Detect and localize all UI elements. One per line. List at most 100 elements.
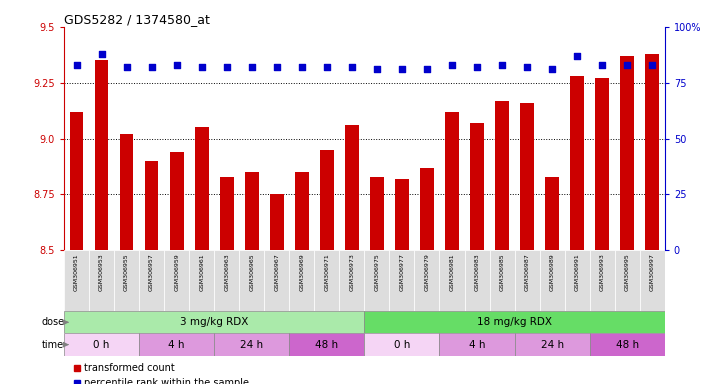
Bar [214,250,239,311]
Bar [170,152,183,250]
Bar [570,76,584,250]
Point [496,62,508,68]
Point [422,66,433,73]
Text: GSM306967: GSM306967 [274,253,279,291]
Text: 48 h: 48 h [315,339,338,349]
Point [321,64,333,70]
Legend: transformed count, percentile rank within the sample: transformed count, percentile rank withi… [69,359,253,384]
Bar [365,333,439,356]
Bar [365,250,390,311]
Point [396,66,407,73]
Text: GSM306993: GSM306993 [599,253,604,291]
Bar [464,250,490,311]
Text: 18 mg/kg RDX: 18 mg/kg RDX [477,317,552,327]
Bar [114,250,139,311]
Bar [264,250,289,311]
Text: GSM306979: GSM306979 [424,253,429,291]
Bar [540,250,565,311]
Text: GSM306965: GSM306965 [250,253,255,291]
Bar [320,150,333,250]
Point [296,64,307,70]
Text: 4 h: 4 h [169,339,185,349]
Text: GSM306977: GSM306977 [400,253,405,291]
Bar [295,172,309,250]
Text: GDS5282 / 1374580_at: GDS5282 / 1374580_at [64,13,210,26]
Bar [390,250,415,311]
Bar [589,333,665,356]
Bar [64,333,139,356]
Bar [245,172,259,250]
Text: 48 h: 48 h [616,339,638,349]
Bar [345,125,359,250]
Text: time: time [42,339,64,349]
Text: GSM306951: GSM306951 [74,253,79,291]
Text: GSM306983: GSM306983 [474,253,479,291]
Point [221,64,232,70]
Text: GSM306959: GSM306959 [174,253,179,291]
Text: 24 h: 24 h [240,339,263,349]
Bar [289,333,365,356]
Text: GSM306991: GSM306991 [574,253,579,291]
Bar [646,54,659,250]
Bar [621,56,634,250]
Bar [139,250,164,311]
Bar [520,103,534,250]
Point [346,64,358,70]
Text: 4 h: 4 h [469,339,486,349]
Bar [589,250,615,311]
Point [271,64,282,70]
Text: 0 h: 0 h [93,339,109,349]
Text: GSM306955: GSM306955 [124,253,129,291]
Text: GSM306989: GSM306989 [550,253,555,291]
Text: GSM306985: GSM306985 [500,253,505,291]
Text: 3 mg/kg RDX: 3 mg/kg RDX [180,317,248,327]
Bar [239,250,264,311]
Bar [365,311,665,333]
Bar [439,333,515,356]
Point [171,62,182,68]
Text: GSM306981: GSM306981 [449,253,454,291]
Point [572,53,583,59]
Text: GSM306997: GSM306997 [650,253,655,291]
Point [121,64,132,70]
Bar [289,250,314,311]
Bar [139,333,214,356]
Bar [189,250,214,311]
Bar [270,194,284,250]
Text: GSM306987: GSM306987 [525,253,530,291]
Bar [439,250,464,311]
Bar [415,250,439,311]
Point [471,64,483,70]
Text: GSM306975: GSM306975 [375,253,380,291]
Text: GSM306953: GSM306953 [99,253,104,291]
Bar [565,250,589,311]
Point [246,64,257,70]
Bar [420,167,434,250]
Bar [470,123,484,250]
Bar [64,311,365,333]
Bar [314,250,339,311]
Bar [615,250,640,311]
Bar [95,60,108,250]
Bar [64,250,89,311]
Bar [515,250,540,311]
Point [71,62,82,68]
Text: GSM306995: GSM306995 [625,253,630,291]
Bar [195,127,208,250]
Text: GSM306969: GSM306969 [299,253,304,291]
Point [597,62,608,68]
Point [371,66,383,73]
Point [521,64,533,70]
Point [196,64,208,70]
Text: GSM306963: GSM306963 [224,253,229,291]
Bar [214,333,289,356]
Text: 24 h: 24 h [540,339,564,349]
Bar [515,333,589,356]
Point [646,62,658,68]
Bar [640,250,665,311]
Text: GSM306973: GSM306973 [349,253,354,291]
Point [547,66,558,73]
Point [447,62,458,68]
Point [146,64,157,70]
Bar [545,177,559,250]
